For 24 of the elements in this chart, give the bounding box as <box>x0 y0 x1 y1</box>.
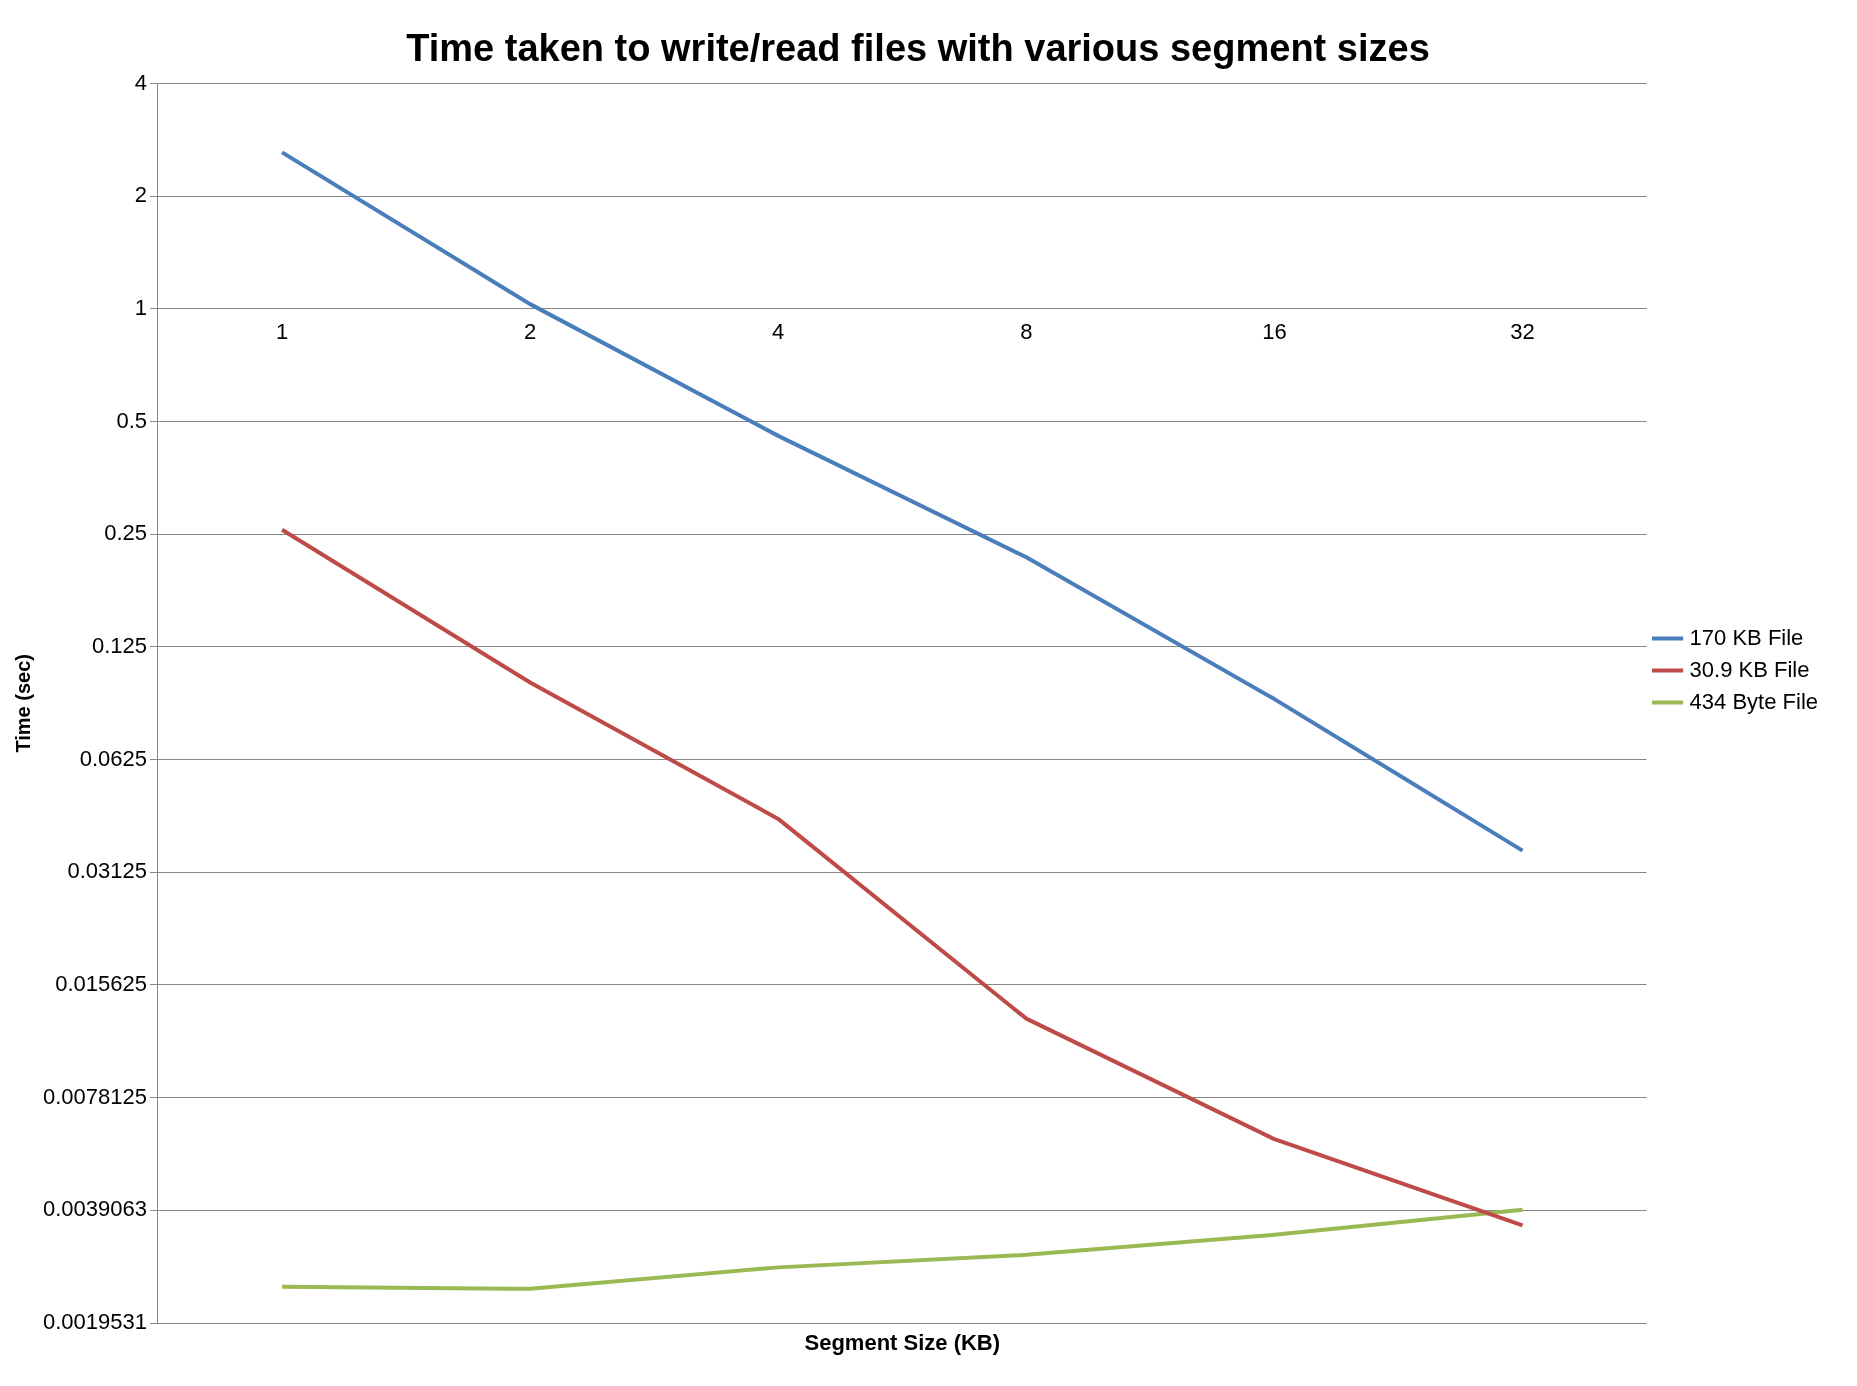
y-tick-label: 0.0078125 <box>43 1083 147 1109</box>
x-tick-label: 2 <box>524 319 537 345</box>
y-tick-label: 1 <box>134 295 147 321</box>
legend-label: 30.9 KB File <box>1689 656 1810 682</box>
y-tick-label: 2 <box>134 182 147 208</box>
y-tick-label: 0.015625 <box>55 971 147 997</box>
y-tick-label: 0.0625 <box>79 745 147 771</box>
y-axis-title: Time (sec) <box>11 654 34 753</box>
x-tick-label: 16 <box>1262 319 1287 345</box>
legend-label: 434 Byte File <box>1689 688 1818 714</box>
y-tick-label: 0.125 <box>91 633 147 659</box>
y-tick-label: 0.5 <box>116 407 147 433</box>
x-tick-label: 32 <box>1510 319 1535 345</box>
x-tick-label: 8 <box>1020 319 1033 345</box>
y-tick-label: 4 <box>134 69 147 95</box>
x-tick-label: 4 <box>772 319 785 345</box>
y-tick-label: 0.0019531 <box>43 1309 147 1335</box>
x-axis-title: Segment Size (KB) <box>804 1330 1001 1356</box>
y-tick-label: 0.03125 <box>67 858 147 884</box>
y-tick-label: 0.25 <box>104 520 147 546</box>
y-tick-label: 0.0039063 <box>43 1196 147 1222</box>
chart-title: Time taken to write/read files with various segment sizes <box>406 27 1430 70</box>
legend-label: 170 KB File <box>1689 624 1804 650</box>
x-tick-label: 1 <box>275 319 289 345</box>
